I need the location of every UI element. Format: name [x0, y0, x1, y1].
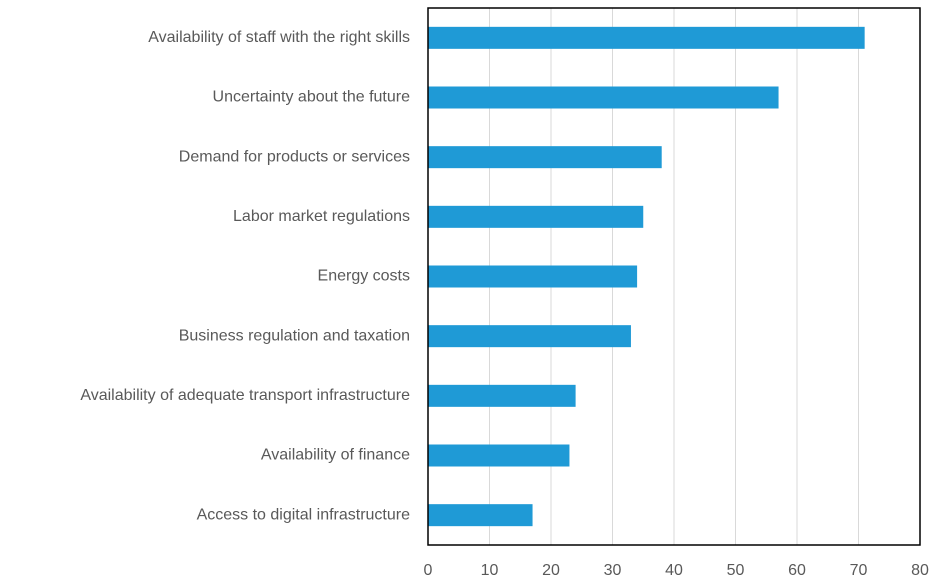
bar	[428, 504, 533, 527]
bar	[428, 444, 570, 467]
y-tick-label: Availability of finance	[261, 447, 410, 464]
bar	[428, 26, 865, 49]
x-tick-label: 70	[850, 562, 868, 579]
y-tick-label: Business regulation and taxation	[179, 327, 410, 344]
y-tick-label: Uncertainty about the future	[213, 89, 411, 106]
plot-border	[427, 7, 921, 546]
bar	[428, 325, 631, 348]
y-tick-label: Access to digital infrastructure	[197, 506, 411, 523]
x-tick-label: 20	[542, 562, 560, 579]
y-tick-label: Labor market regulations	[233, 208, 410, 225]
x-tick-label: 0	[424, 562, 433, 579]
bar	[428, 265, 638, 288]
bar	[428, 146, 662, 169]
y-tick-label: Energy costs	[318, 268, 410, 285]
y-tick-label: Availability of adequate transport infra…	[80, 387, 410, 404]
x-tick-label: 40	[665, 562, 683, 579]
y-tick-label: Availability of staff with the right ski…	[148, 29, 410, 46]
x-tick-label: 80	[911, 562, 929, 579]
x-tick-label: 60	[788, 562, 806, 579]
x-tick-label: 30	[604, 562, 622, 579]
x-tick-label: 50	[727, 562, 745, 579]
y-tick-label: Demand for products or services	[179, 148, 410, 165]
bar	[428, 384, 576, 407]
bar	[428, 86, 779, 109]
x-tick-label: 10	[481, 562, 499, 579]
bar	[428, 205, 644, 228]
